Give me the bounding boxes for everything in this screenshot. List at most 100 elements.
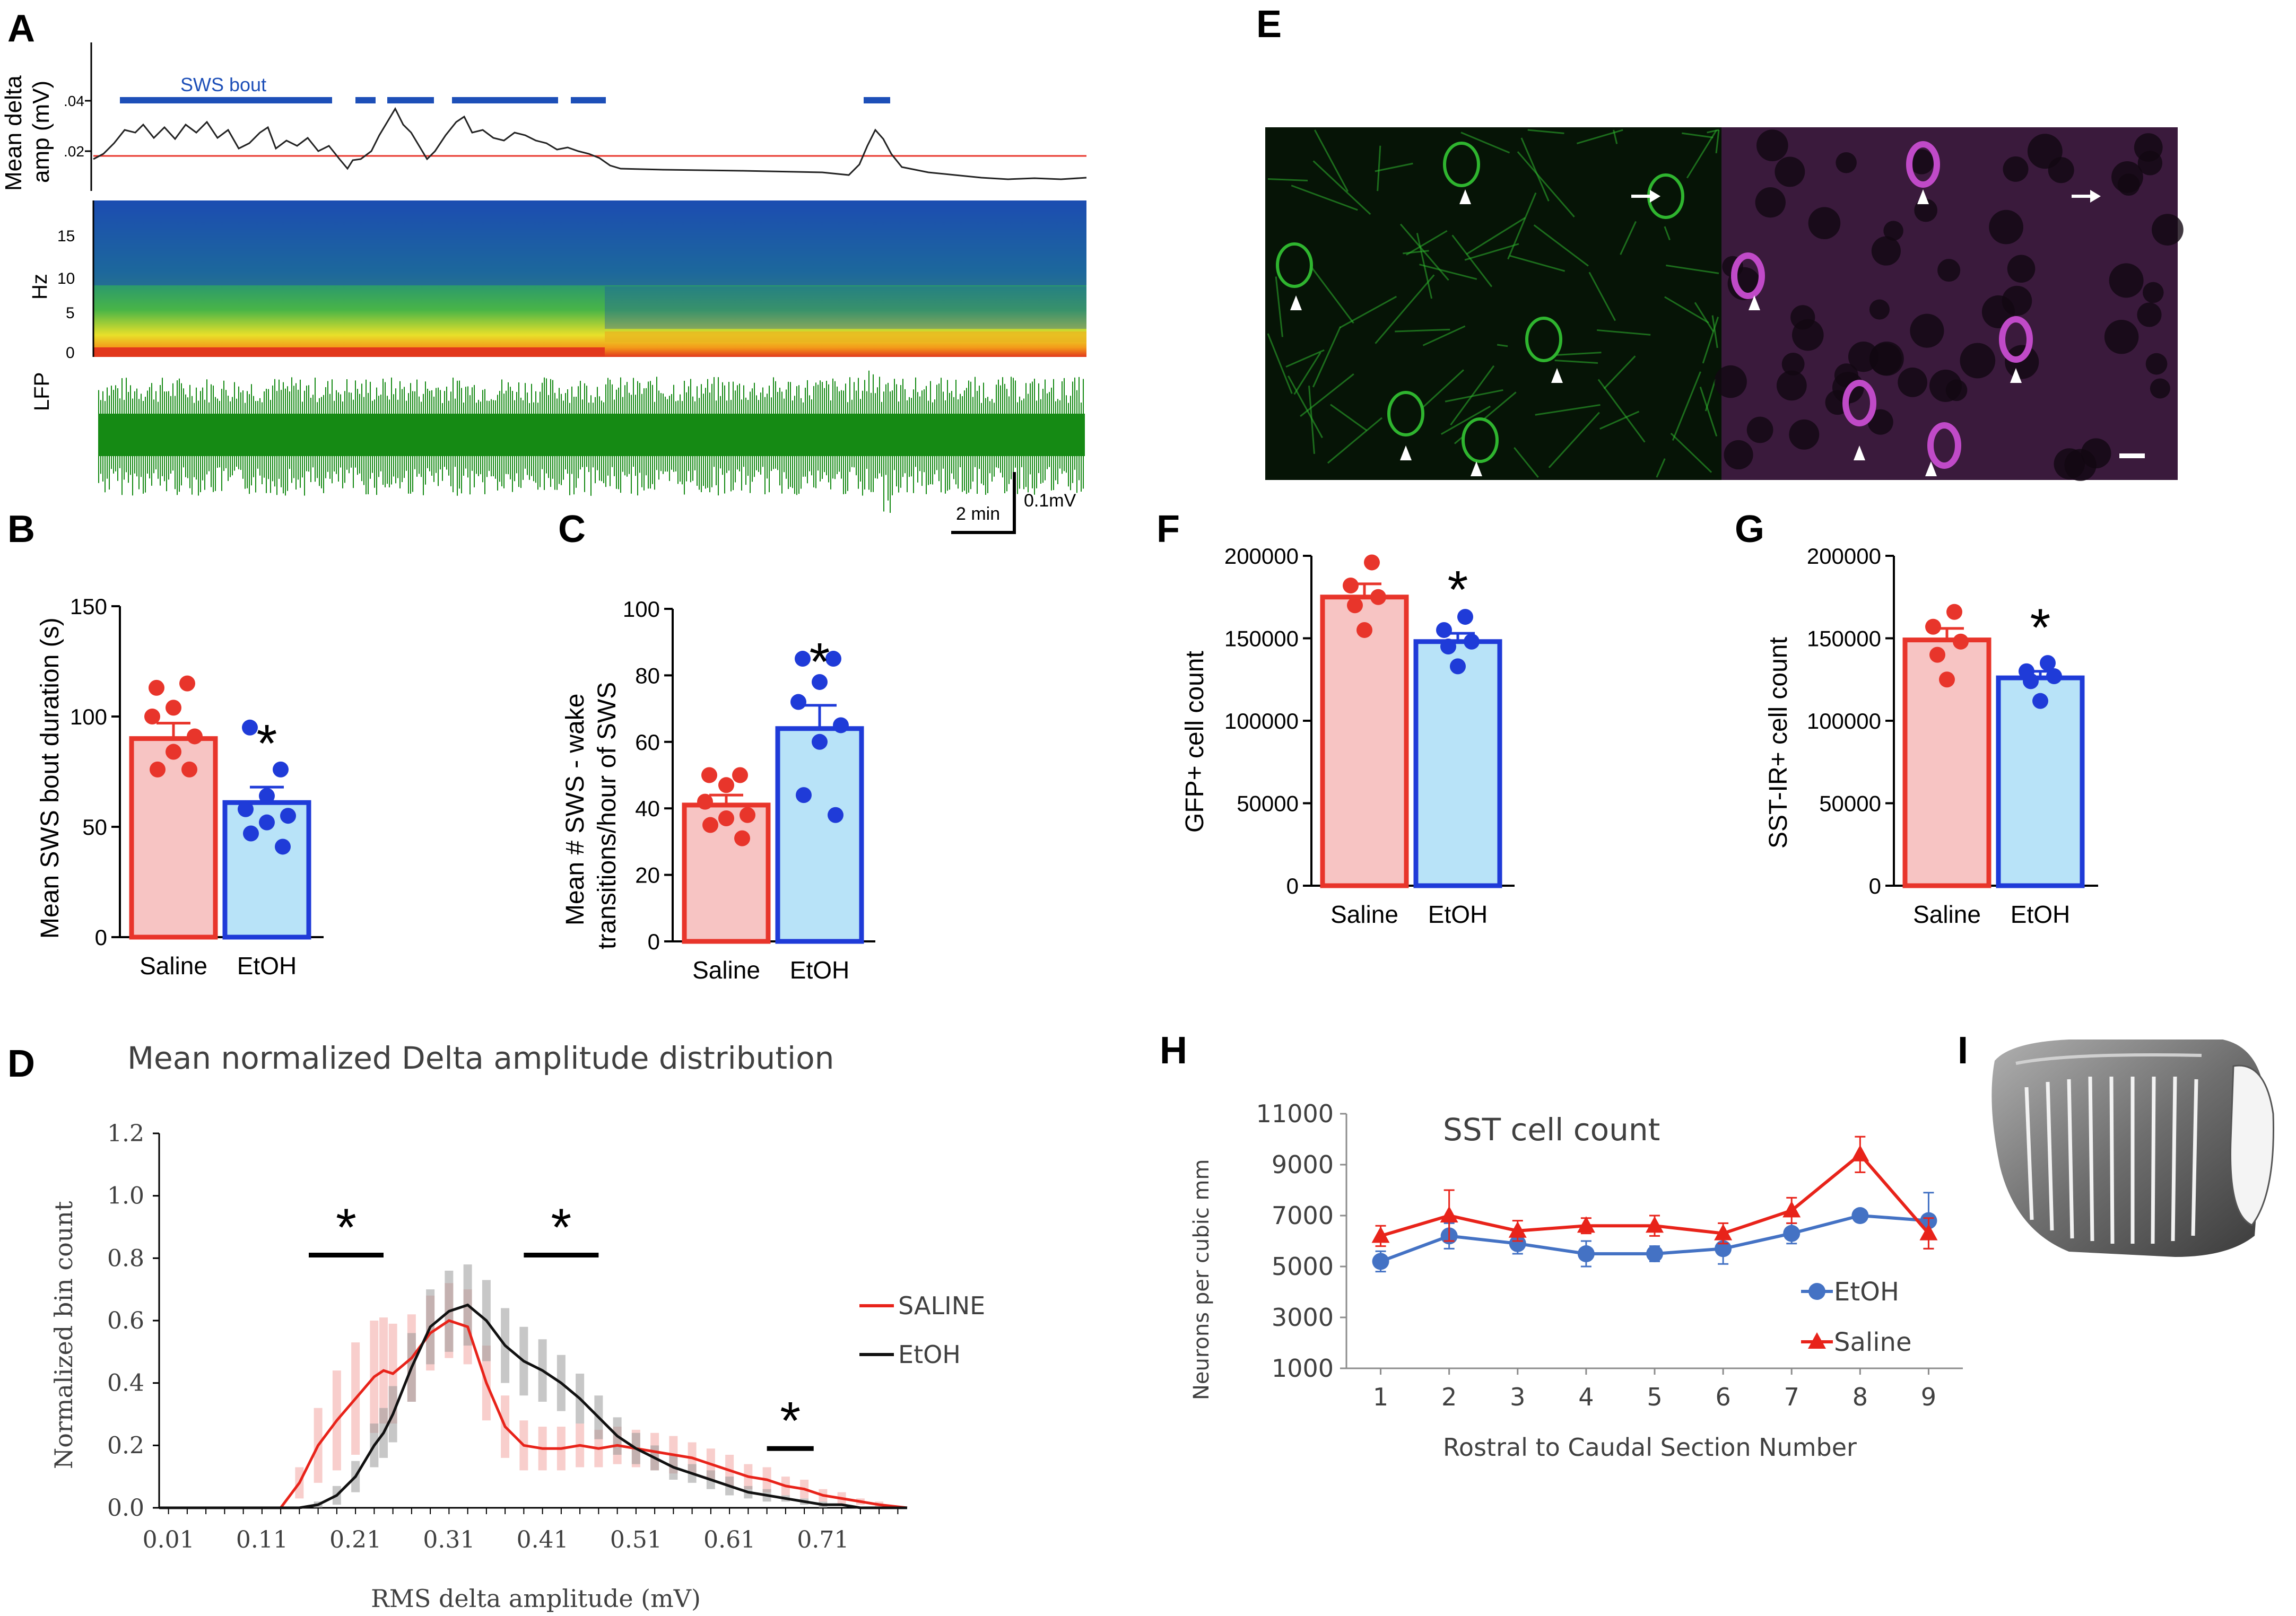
data-point-saline	[144, 709, 160, 724]
gfp-fibre	[1291, 185, 1358, 211]
x-tick-label: 0.41	[517, 1526, 569, 1553]
gfp-fibre	[1554, 359, 1598, 364]
gfp-fibre	[1699, 387, 1718, 437]
sst-cell-shadow	[1960, 343, 1996, 379]
series-line-saline	[159, 1319, 908, 1509]
data-point-etoh	[238, 801, 254, 817]
panel-b-letter: B	[7, 508, 35, 551]
sst-cell-shadow	[1834, 363, 1858, 388]
data-point-saline	[179, 675, 195, 692]
data-point-etoh	[1509, 1235, 1526, 1252]
gfp-fibre	[1308, 263, 1354, 324]
data-point-etoh	[273, 761, 289, 778]
x-tick-label: EtOH	[1428, 901, 1488, 928]
delta-tick-label-02: .02	[64, 143, 84, 160]
x-tick-label: 1	[1373, 1383, 1388, 1411]
gfp-fibre	[1267, 333, 1293, 394]
sst-cell-shadow	[1781, 352, 1805, 375]
y-tick-label: 150000	[1807, 626, 1881, 651]
y-tick-label: 0	[1286, 873, 1299, 898]
data-point-saline	[1953, 633, 1969, 650]
spectrogram-shade	[605, 286, 1086, 329]
gfp-fibre	[1603, 355, 1636, 389]
chart-c: 0 20 40 60 80 100 Saline EtOH *	[623, 597, 875, 984]
brain-section-line	[2024, 1087, 2034, 1220]
data-point-etoh	[1783, 1225, 1801, 1242]
panel-d-xlabel: RMS delta amplitude (mV)	[371, 1584, 701, 1613]
gfp-fibre	[1466, 217, 1526, 255]
data-point-etoh	[825, 651, 841, 667]
data-point-saline	[1925, 618, 1941, 635]
x-tick-label: EtOH	[237, 952, 297, 980]
x-tick-label: 4	[1578, 1383, 1594, 1411]
gfp-fibre	[1288, 375, 1323, 439]
series-line-etoh	[159, 1303, 907, 1509]
delta-ylabel-line1: Mean delta	[1, 75, 27, 191]
y-tick-label: 11000	[1256, 1099, 1334, 1128]
sst-cell-shadow	[2104, 319, 2139, 354]
data-point-saline	[166, 744, 181, 760]
gfp-fibre	[1327, 417, 1382, 464]
y-tick-label: 9000	[1272, 1150, 1334, 1179]
panel-h-xlabel: Rostral to Caudal Section Number	[1443, 1433, 1857, 1462]
y-tick-label: 100	[70, 704, 107, 729]
sst-cell-shadow	[1910, 313, 1944, 348]
brain-section-line	[2109, 1076, 2115, 1244]
scale-bar: 2 min 0.1mV	[951, 472, 1076, 534]
data-point-saline	[697, 793, 713, 810]
sst-cell-shadow	[1871, 236, 1901, 266]
data-point-saline	[1782, 1201, 1801, 1218]
data-point-saline	[1508, 1221, 1527, 1238]
sst-cell-shadow	[2111, 161, 2143, 193]
sst-positive-cell	[1906, 141, 1940, 188]
data-point-etoh	[1464, 633, 1480, 650]
x-tick-label: Saline	[1330, 901, 1398, 928]
gfp-fibre	[1517, 151, 1575, 217]
panel-c-ylabel-line1: Mean # SWS - wake	[561, 694, 589, 925]
data-point-saline	[740, 807, 755, 823]
legend-marker-etoh	[1808, 1283, 1825, 1300]
panel-f-letter: F	[1156, 508, 1180, 551]
delta-ylabel-line2: amp (mV)	[28, 81, 54, 183]
data-point-etoh	[812, 733, 828, 750]
gfp-fibre	[1399, 223, 1449, 281]
data-point-saline	[1347, 597, 1363, 614]
sst-cell-shadow	[1914, 198, 1938, 222]
scale-time-label: 2 min	[956, 504, 1000, 524]
mean-delta-trace	[93, 107, 1087, 180]
y-tick-label: 0.0	[107, 1495, 144, 1522]
sst-cell-shadow	[2134, 133, 2163, 162]
gfp-fibre	[1672, 371, 1701, 441]
gfp-fibre	[1527, 129, 1564, 134]
gfp-fibre	[1300, 373, 1354, 417]
sst-cell-shadow	[1746, 416, 1773, 443]
y-tick-label: 60	[635, 730, 660, 755]
x-tick-label: 3	[1510, 1383, 1525, 1411]
gfp-fibre	[1340, 295, 1397, 329]
bar-saline	[129, 736, 218, 940]
gfp-fibre	[1375, 162, 1413, 172]
gfp-fibre	[1520, 137, 1550, 202]
x-tick-label: Saline	[140, 952, 207, 980]
gfp-fibre	[1576, 129, 1623, 144]
sst-cell-shadow	[2081, 438, 2111, 469]
brain-section-line	[2151, 1076, 2156, 1244]
data-point-saline	[1364, 554, 1380, 571]
arrowhead-marker	[1749, 295, 1760, 310]
y-tick-label: 0.8	[107, 1245, 144, 1272]
y-tick-label: 1.2	[107, 1120, 144, 1147]
significance-star: *	[1448, 560, 1468, 619]
panel-a-letter: A	[7, 7, 35, 50]
sst-cell-shadow	[1790, 305, 1815, 330]
data-point-saline	[149, 679, 164, 696]
sst-cell-shadow	[2145, 353, 2168, 375]
gfp-fibre	[1507, 192, 1537, 260]
gfp-fibre	[1464, 243, 1519, 261]
x-tick-label: 9	[1921, 1383, 1936, 1411]
data-point-etoh	[1577, 1245, 1595, 1262]
brain-section-lines	[2024, 1076, 2198, 1244]
gfp-fibre	[1440, 405, 1491, 435]
sst-cell-shadow	[2109, 263, 2144, 298]
data-point-etoh	[796, 787, 812, 803]
